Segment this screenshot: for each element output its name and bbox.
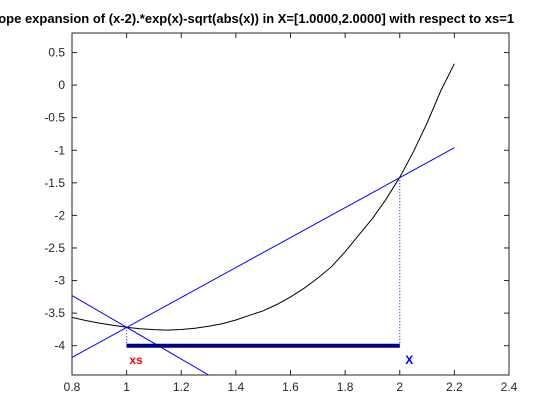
x-tick-label: 2.4 (501, 380, 518, 394)
series-line-1 (72, 147, 455, 358)
x-tick-label: 0.8 (64, 380, 81, 394)
series-group (72, 63, 455, 375)
y-tick-label: -3 (54, 274, 65, 288)
x-tick-label: 1 (123, 380, 130, 394)
x-tick-label: 2 (396, 380, 403, 394)
y-tick-label: 0.5 (48, 46, 65, 60)
y-tick-label: -1 (54, 143, 65, 157)
x-tick-label: 1.2 (173, 380, 190, 394)
x-tick-label: 1.6 (282, 380, 299, 394)
series-line-0 (72, 63, 455, 331)
x-tick-label: 2.2 (446, 380, 463, 394)
y-tick-label: -2 (54, 208, 65, 222)
x-tick-label: 1.4 (228, 380, 245, 394)
series-line-2 (72, 295, 209, 375)
y-tick-label: 0 (58, 78, 65, 92)
y-tick-label: -0.5 (44, 111, 65, 125)
x-tick-label: 1.8 (337, 380, 354, 394)
annotation-label: xs (129, 353, 143, 367)
plot-area: 0.8 1 1.2 1.4 1.6 1.8 2 2.2 2.4 0.5 0 -0.5 -1 -1.5 -2 -… (44, 32, 518, 394)
y-tick-label: -4 (54, 339, 65, 353)
y-tick-label: -1.5 (44, 176, 65, 190)
y-tick-label: -2.5 (44, 241, 65, 255)
chart-title: Slope expansion of (x-2).*exp(x)-sqrt(ab… (0, 11, 514, 26)
y-tick-label: -3.5 (44, 306, 65, 320)
annotation-label: X (405, 353, 413, 367)
